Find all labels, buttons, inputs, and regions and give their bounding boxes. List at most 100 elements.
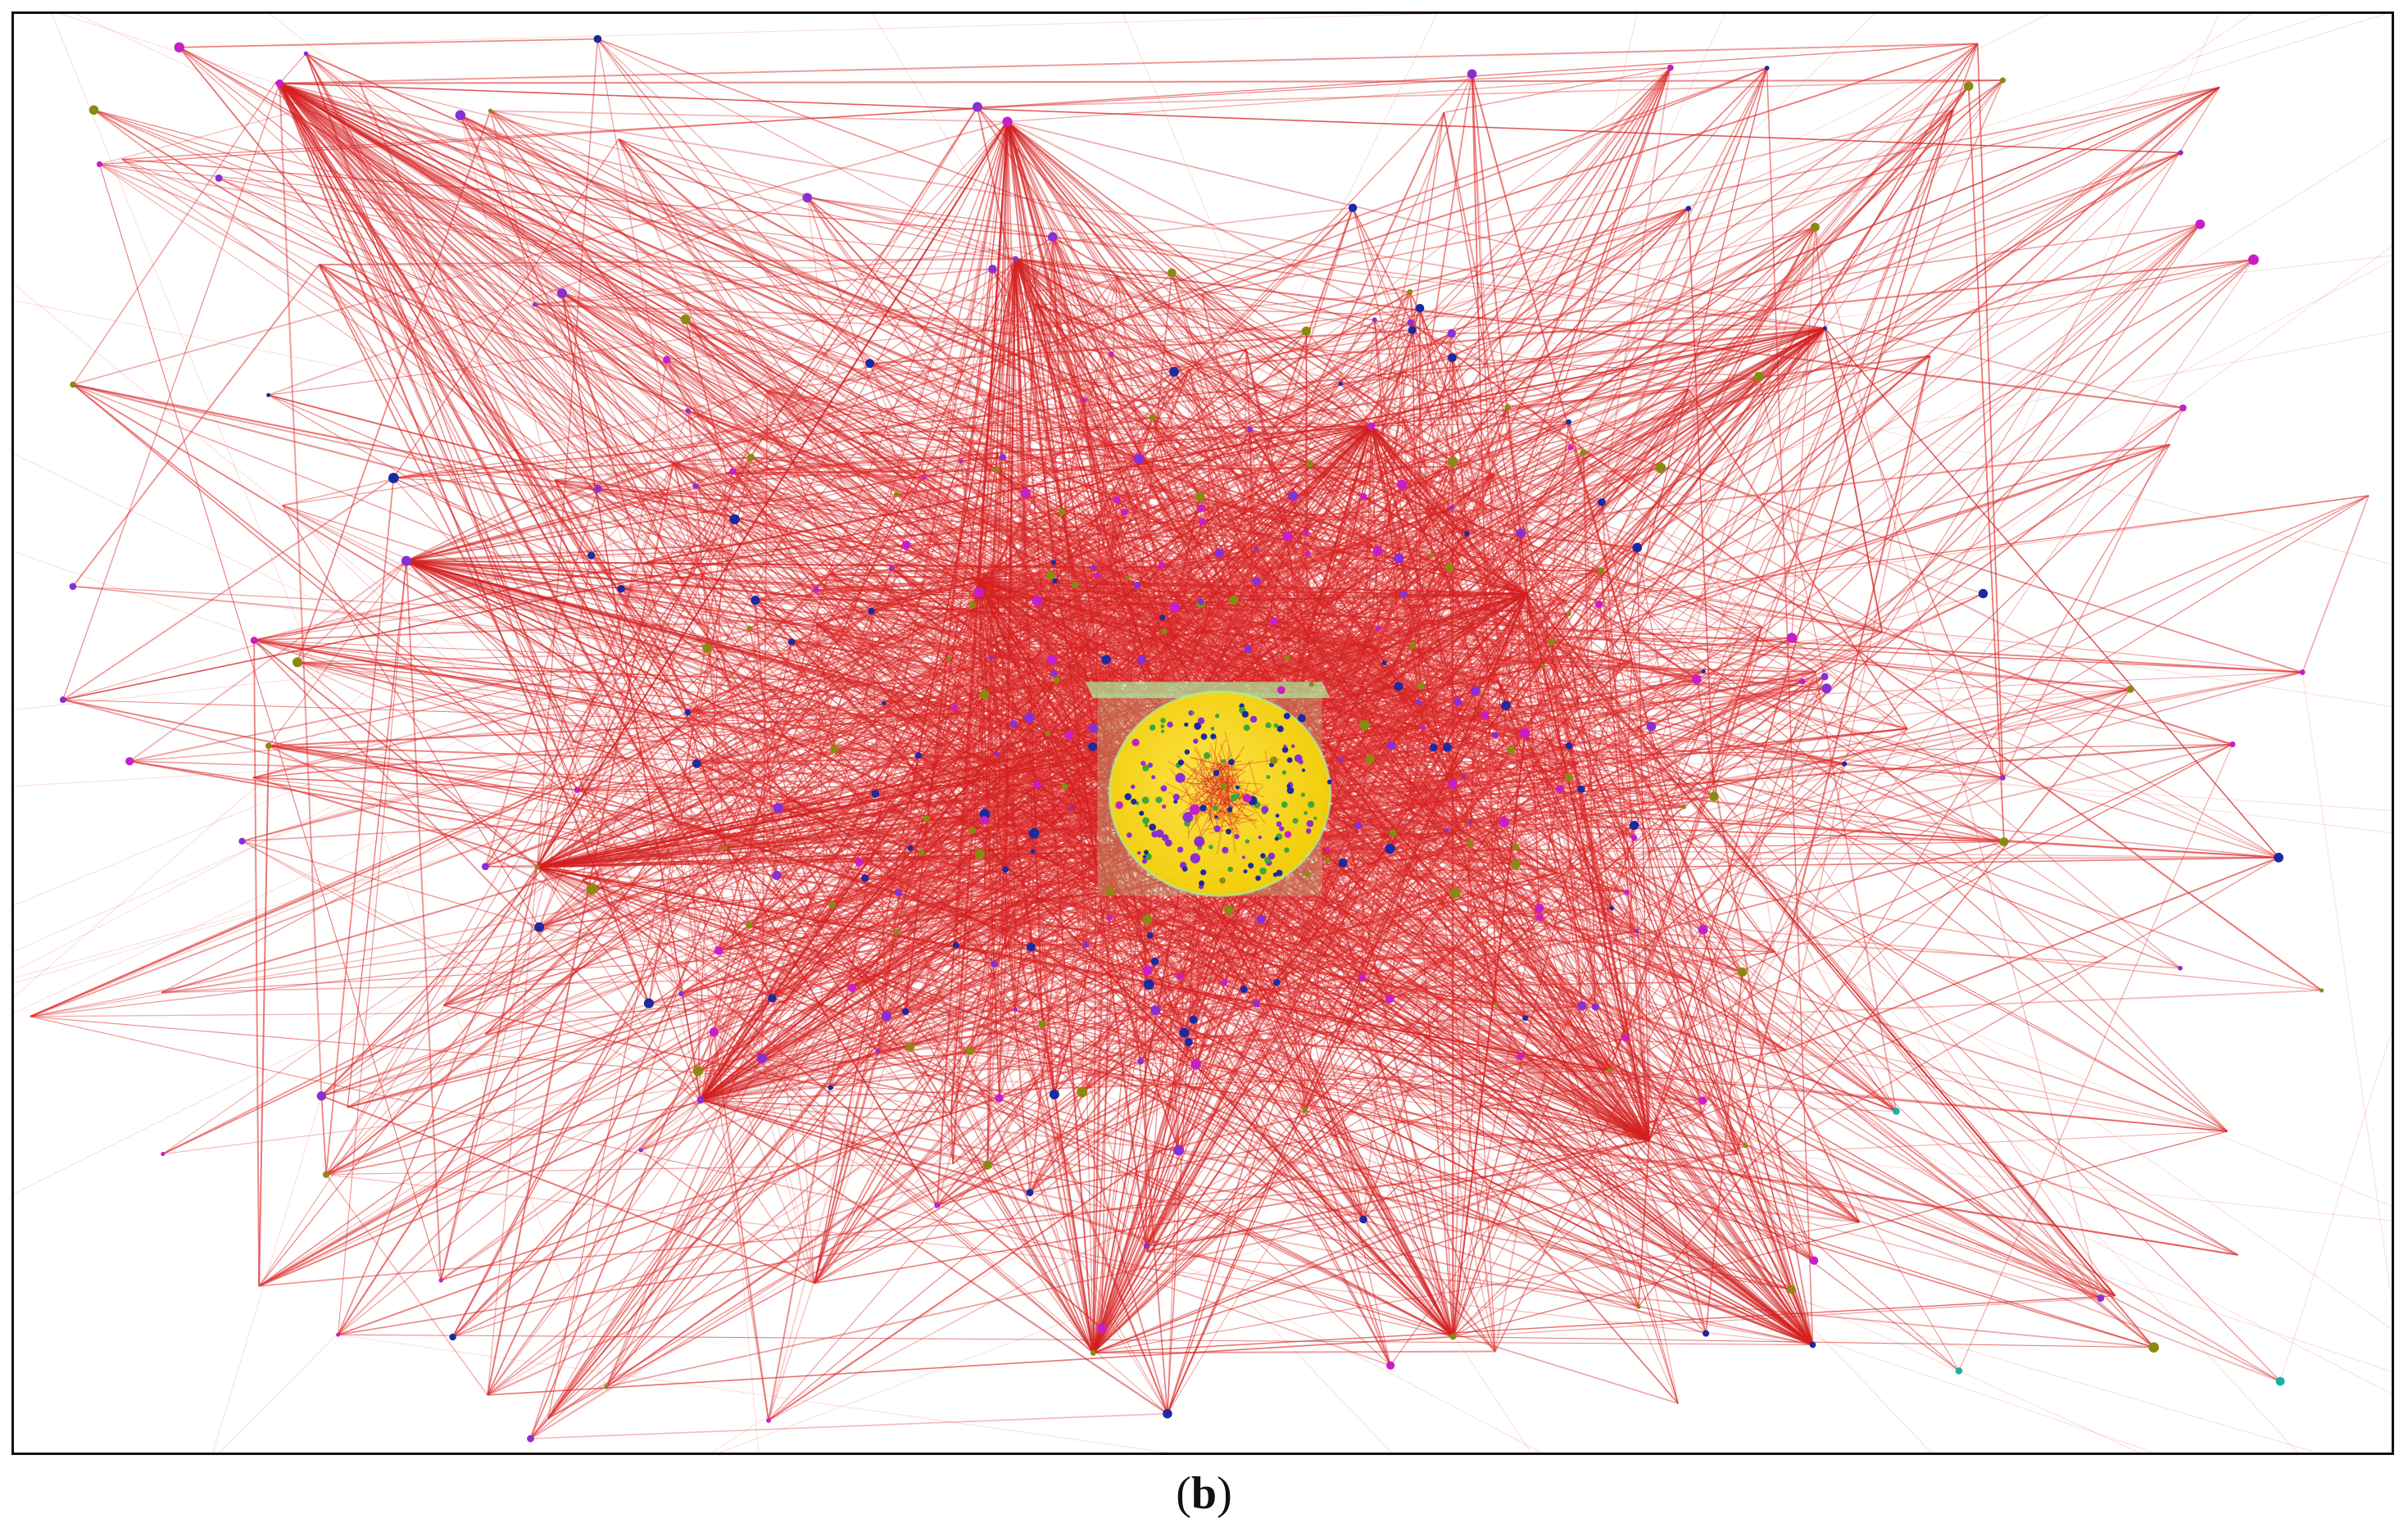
graph-edge — [2002, 407, 2184, 778]
graph-edge — [555, 456, 751, 481]
graph-edge — [815, 554, 1432, 591]
graph-edge — [814, 646, 991, 1284]
graph-edge — [1958, 744, 2233, 1371]
graph-edge — [321, 680, 1803, 1097]
graph-edge — [93, 109, 889, 712]
graph-edge — [596, 39, 773, 999]
graph-edge — [1029, 259, 2255, 1194]
graph-edge — [1293, 446, 1571, 497]
graph-edge — [1551, 641, 1698, 681]
graph-edge — [1648, 777, 1793, 1290]
graph-edge — [1598, 604, 1703, 1114]
graph-edge — [1507, 406, 2279, 859]
graph-edge — [1373, 320, 1629, 753]
graph-edge — [1421, 680, 1499, 687]
graph-edge — [555, 479, 1009, 537]
graph-edge — [1167, 508, 1202, 1414]
graph-edge — [1514, 533, 1522, 847]
graph-edge — [1422, 407, 1509, 728]
graph-edge — [537, 867, 1168, 1414]
graph-edge — [282, 369, 1190, 506]
graph-edge — [179, 47, 885, 704]
graph-edge — [1273, 759, 1960, 1371]
graph-edge — [1096, 417, 1154, 576]
graph-edge — [490, 111, 815, 1284]
graph-edge — [1050, 575, 1685, 808]
graph-edge — [1154, 961, 1406, 1045]
graph-edge — [751, 456, 1638, 549]
graph-edge — [1445, 659, 1633, 832]
graph-edge — [1390, 848, 2279, 859]
graph-edge — [886, 1008, 1016, 1017]
graph-edge — [1736, 1131, 2228, 1155]
graph-edge — [1326, 320, 1376, 860]
graph-edge — [1145, 328, 1825, 1247]
graph-edge — [29, 614, 1092, 1018]
graph-edge — [926, 511, 1125, 819]
network-figure-frame — [11, 11, 2394, 1455]
graph-edge — [1340, 759, 1637, 932]
graph-edge — [1138, 458, 1540, 918]
graph-edge — [905, 777, 1674, 1013]
graph-edge — [761, 348, 1247, 1059]
graph-edge — [768, 824, 1635, 1421]
graph-edge — [1105, 659, 1499, 682]
graph-edge — [1184, 1031, 2228, 1132]
graph-edge — [561, 292, 1460, 564]
graph-edge — [680, 152, 2181, 995]
graph-edge — [1814, 671, 1898, 1112]
graph-edge — [1052, 236, 1288, 717]
graph-edge — [1424, 641, 1552, 653]
graph-edge — [129, 693, 985, 763]
graph-edge — [451, 494, 898, 1338]
graph-edge — [1163, 630, 1558, 874]
graph-edge — [1174, 421, 1569, 609]
graph-edge — [1272, 742, 1815, 1262]
graph-edge — [605, 776, 1465, 1388]
graph-edge — [1609, 744, 2233, 1072]
graph-edge — [1424, 651, 1635, 826]
graph-edge — [972, 829, 1815, 1262]
graph-edge — [1372, 671, 2303, 715]
graph-edge — [988, 627, 1155, 693]
graph-edge — [1279, 856, 2279, 874]
graph-edge — [1061, 511, 1601, 572]
graph-edge — [713, 1031, 769, 1421]
graph-edge — [768, 1063, 1197, 1421]
graph-edge — [1515, 727, 1907, 776]
graph-edge — [530, 1412, 1168, 1439]
graph-edge — [778, 807, 1583, 1007]
graph-edge — [695, 485, 1142, 661]
graph-edge — [718, 805, 1164, 951]
graph-edge — [749, 924, 2154, 1348]
graph-edge — [1228, 745, 1570, 911]
graph-edge — [1650, 637, 1793, 727]
graph-edge — [1046, 369, 1190, 734]
graph-edge — [487, 916, 1540, 1396]
graph-edge — [1113, 491, 2005, 843]
graph-edge — [685, 319, 1303, 719]
graph-edge — [666, 359, 1372, 546]
graph-edge — [574, 741, 911, 849]
graph-edge — [1199, 841, 2116, 1297]
graph-edge — [1326, 902, 2281, 1382]
graph-edge — [274, 82, 898, 881]
graph-edge — [1627, 659, 1633, 753]
graph-edge — [242, 841, 938, 1206]
graph-edge — [1627, 751, 1703, 1114]
graph-edge — [1758, 376, 1825, 678]
graph-edge — [1199, 496, 1744, 973]
graph-edge — [297, 661, 938, 1206]
graph-edge — [1204, 632, 1883, 737]
graph-edge — [253, 639, 1197, 791]
graph-edge — [814, 601, 1202, 1284]
graph-edge — [1493, 474, 1679, 1404]
graph-edge — [1419, 307, 1612, 909]
graph-edge — [1449, 567, 2233, 746]
graph-edge — [1424, 651, 1703, 931]
graph-edge — [99, 164, 792, 642]
graph-edge — [358, 82, 675, 821]
graph-edge — [687, 410, 860, 863]
graph-edge — [828, 550, 1378, 576]
graph-edge — [1507, 407, 2116, 1296]
